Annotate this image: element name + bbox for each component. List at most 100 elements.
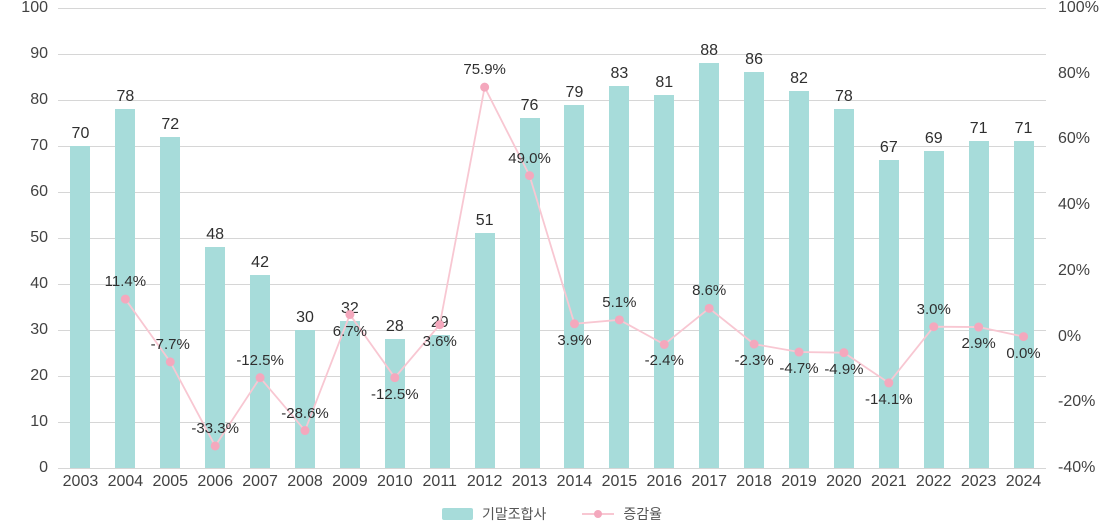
x-axis-tick-label: 2017 bbox=[691, 473, 727, 490]
left-axis-tick-label: 40 bbox=[30, 275, 48, 292]
line-point-label: 3.9% bbox=[557, 331, 592, 349]
x-axis-tick-label: 2005 bbox=[152, 473, 189, 490]
bar bbox=[609, 86, 630, 468]
legend: 기말조합사 증감율 bbox=[58, 506, 1046, 522]
x-axis-tick-label: 2011 bbox=[422, 473, 457, 490]
left-axis-tick-label: 50 bbox=[30, 229, 48, 246]
right-axis-tick-label: 100% bbox=[1058, 0, 1099, 16]
bar bbox=[250, 274, 271, 468]
line-point-label: 6.7% bbox=[332, 322, 368, 340]
bar-value-label: 48 bbox=[206, 226, 225, 244]
left-axis-tick-label: 0 bbox=[39, 459, 48, 476]
gridline bbox=[58, 99, 1046, 101]
bar bbox=[1013, 141, 1034, 468]
line-point-label: -14.1% bbox=[865, 390, 913, 408]
x-axis-tick-label: 2013 bbox=[511, 473, 548, 490]
line-point-label: -2.4% bbox=[644, 352, 684, 370]
bar-value-label: 82 bbox=[790, 69, 808, 87]
line-point-label: 3.6% bbox=[422, 332, 457, 350]
line-point-label: 11.4% bbox=[104, 273, 147, 291]
bar-series-label: 기말조합사 bbox=[481, 506, 547, 522]
line-point-label: -33.3% bbox=[191, 419, 239, 437]
gridline bbox=[58, 7, 1046, 9]
line-point-label: -4.9% bbox=[824, 360, 864, 378]
line-point-label: 2.9% bbox=[961, 335, 996, 353]
bar-value-label: 83 bbox=[610, 65, 629, 83]
line-point-label: -12.5% bbox=[371, 385, 419, 403]
bar-value-label: 28 bbox=[385, 318, 404, 336]
bar-value-label: 32 bbox=[341, 299, 359, 317]
x-axis-tick-label: 2024 bbox=[1005, 473, 1042, 490]
line-point-label: -4.7% bbox=[779, 360, 819, 377]
bar bbox=[474, 233, 495, 468]
right-axis-tick-label: 60% bbox=[1058, 130, 1091, 148]
bar-value-label: 30 bbox=[296, 309, 314, 326]
x-axis-tick-label: 2006 bbox=[197, 473, 233, 490]
gridline bbox=[58, 53, 1046, 55]
right-axis-tick-label: -40% bbox=[1058, 459, 1096, 476]
line-series-swatch-icon bbox=[582, 510, 615, 518]
line-point-label: -2.3% bbox=[734, 352, 774, 370]
right-axis-tick-label: 40% bbox=[1058, 196, 1091, 214]
x-axis-tick-label: 2008 bbox=[287, 473, 323, 490]
right-axis-tick-label: -20% bbox=[1058, 393, 1096, 411]
x-axis-tick-label: 2019 bbox=[781, 473, 817, 490]
right-axis-tick-label: 0% bbox=[1058, 327, 1082, 345]
x-axis-tick-label: 2015 bbox=[601, 473, 638, 490]
line-point-label: -12.5% bbox=[236, 351, 284, 369]
left-axis-tick-label: 100 bbox=[21, 0, 48, 16]
line-point-label: -28.6% bbox=[281, 404, 329, 422]
bar-value-label: 42 bbox=[251, 253, 269, 271]
x-axis-tick-label: 2010 bbox=[377, 473, 413, 490]
bar bbox=[70, 146, 91, 468]
bar-value-label: 88 bbox=[700, 42, 719, 60]
bar bbox=[744, 72, 765, 468]
left-axis-tick-label: 90 bbox=[30, 45, 48, 62]
x-axis-tick-label: 2020 bbox=[826, 473, 862, 490]
bar bbox=[429, 334, 450, 468]
x-axis-tick-label: 2004 bbox=[107, 473, 144, 490]
bar bbox=[339, 320, 360, 468]
x-axis-tick-label: 2023 bbox=[960, 473, 997, 490]
bar-value-label: 67 bbox=[879, 138, 898, 156]
line-point-label: -7.7% bbox=[150, 335, 190, 353]
bar bbox=[160, 136, 181, 468]
bar-value-label: 70 bbox=[71, 125, 90, 142]
left-axis-tick-label: 10 bbox=[30, 413, 48, 430]
bar bbox=[519, 118, 540, 468]
bar-value-label: 76 bbox=[520, 97, 539, 115]
bar bbox=[699, 63, 720, 468]
bar bbox=[878, 159, 899, 468]
line-point-label: 5.1% bbox=[602, 293, 637, 311]
line-point-label: 49.0% bbox=[508, 149, 551, 167]
bar-value-label: 79 bbox=[565, 83, 584, 101]
bar-value-label: 78 bbox=[116, 88, 135, 106]
left-axis-tick-label: 30 bbox=[30, 321, 48, 338]
line-point-label: 8.6% bbox=[692, 282, 727, 300]
line-point-label: 0.0% bbox=[1006, 344, 1041, 362]
x-axis-tick-label: 2007 bbox=[242, 473, 278, 490]
left-axis-tick-label: 80 bbox=[30, 91, 48, 108]
bar-series-swatch-icon bbox=[441, 508, 473, 520]
bar bbox=[654, 95, 675, 468]
line-point-label: 3.0% bbox=[916, 300, 951, 318]
left-axis-tick-label: 70 bbox=[30, 137, 48, 154]
x-axis-tick-label: 2012 bbox=[466, 473, 503, 490]
legend-item-bar-series: 기말조합사 bbox=[441, 506, 547, 522]
bar bbox=[833, 109, 854, 468]
left-axis-tick-label: 20 bbox=[30, 367, 48, 384]
bar-value-label: 69 bbox=[924, 129, 943, 147]
x-axis-tick-label: 2009 bbox=[332, 473, 368, 490]
line-series-dot-icon bbox=[594, 510, 603, 518]
gridline bbox=[58, 467, 1046, 469]
bar-value-label: 72 bbox=[161, 115, 180, 133]
bar-value-label: 81 bbox=[655, 74, 674, 92]
right-axis-tick-label: 20% bbox=[1058, 261, 1091, 279]
right-axis-tick-label: 80% bbox=[1058, 64, 1091, 82]
bar-value-label: 51 bbox=[475, 212, 494, 230]
bar bbox=[564, 104, 585, 468]
bar-value-label: 71 bbox=[969, 120, 988, 138]
bar-value-label: 29 bbox=[430, 313, 449, 331]
bar bbox=[968, 141, 989, 468]
